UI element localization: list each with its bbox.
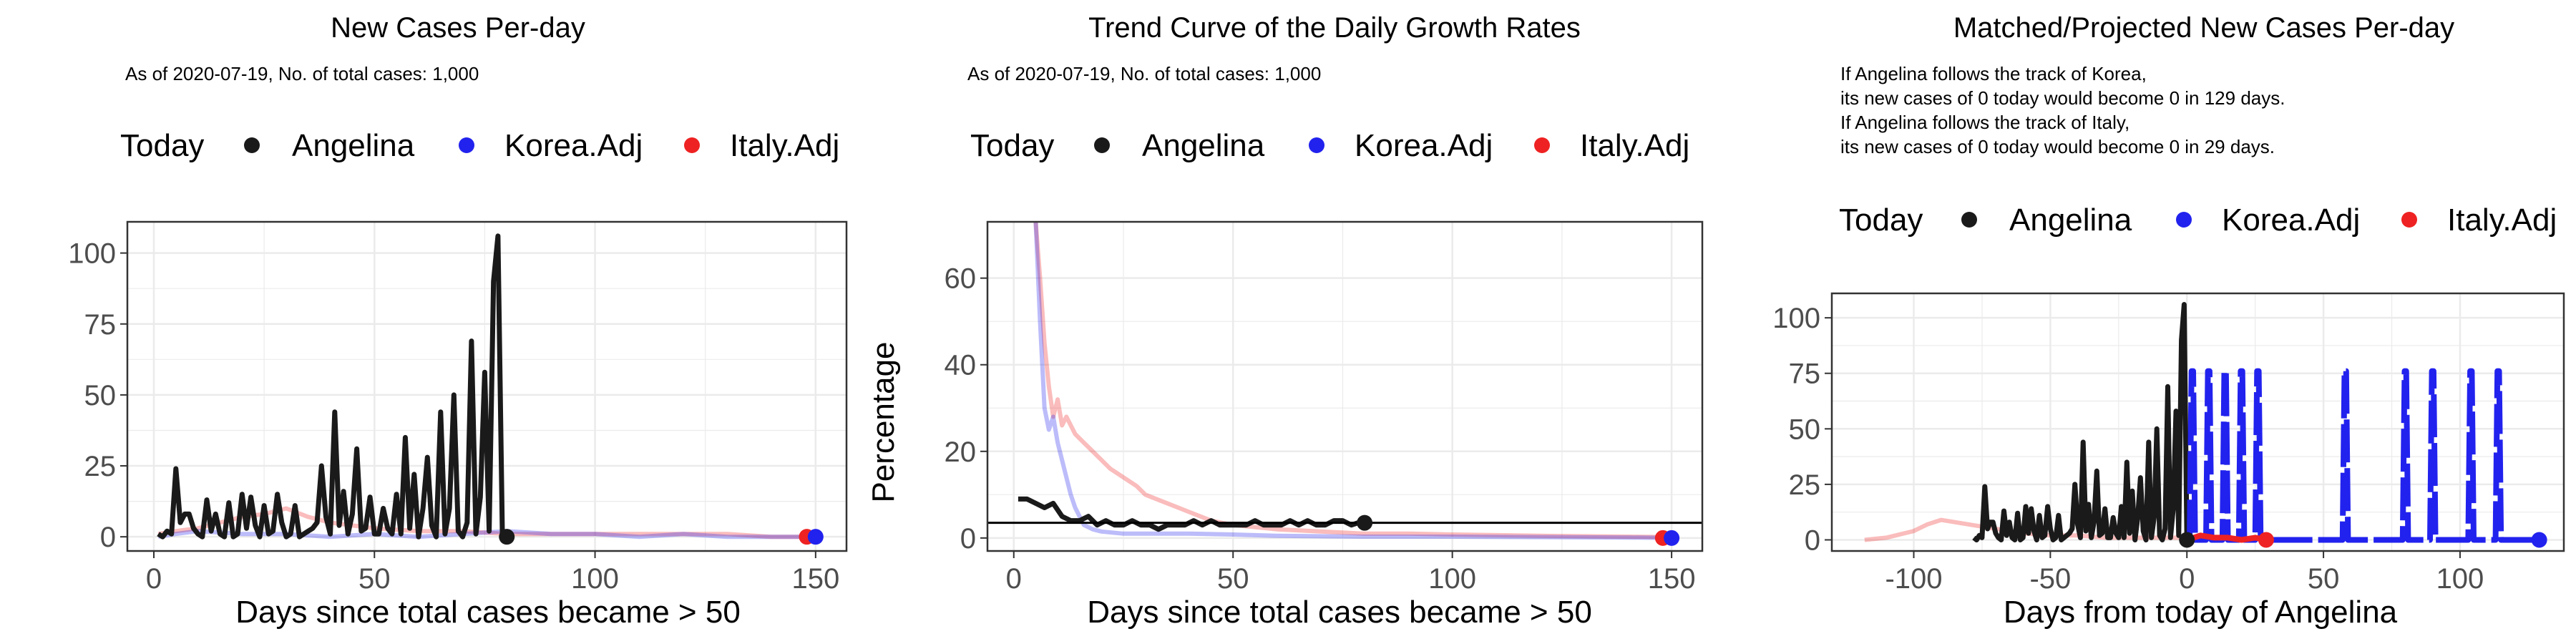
legend: Today Angelina Korea.Adj Italy.Adj [1839, 203, 2557, 238]
projection-note: its new cases of 0 today would become 0 … [1840, 136, 2275, 157]
panel-projected-cases: Matched/Projected New Cases Per-day If A… [1772, 12, 2565, 630]
plot-background [1832, 293, 2564, 551]
legend-key-italy [2401, 212, 2417, 228]
x-axis-label: Days from today of Angelina [2004, 595, 2398, 630]
y-tick-label: 50 [1789, 414, 1821, 445]
legend-label-korea: Korea.Adj [1355, 128, 1493, 163]
y-tick-label: 25 [1789, 469, 1821, 501]
legend-label-italy: Italy.Adj [1580, 128, 1689, 163]
y-tick-label: 60 [945, 263, 977, 295]
plot-background [987, 222, 1702, 551]
series-line-angelina [157, 233, 507, 540]
x-tick-label: 0 [1006, 563, 1022, 595]
plot-area: 0 50 100 150 0 25 50 75 100 [68, 220, 848, 595]
plot-border [986, 220, 1704, 552]
today-point-italy [2258, 532, 2274, 548]
y-tick-label: 25 [84, 451, 117, 482]
chart-title: New Cases Per-day [331, 12, 585, 44]
legend-title: Today [120, 128, 204, 163]
x-tick-label: 100 [1428, 563, 1476, 595]
legend-label-angelina: Angelina [1142, 128, 1265, 163]
projection-note: If Angelina follows the track of Italy, [1840, 112, 2129, 133]
x-axis-label: Days since total cases became > 50 [235, 595, 741, 630]
x-tick-label: 0 [146, 563, 162, 595]
projection-note: If Angelina follows the track of Korea, [1840, 63, 2147, 84]
legend-key-korea [459, 137, 474, 153]
x-tick-label: 0 [2179, 563, 2195, 595]
legend-key-korea [1309, 137, 1324, 153]
x-tick-label: 100 [571, 563, 619, 595]
x-tick-label: 50 [2308, 563, 2340, 595]
plot-series-group [1864, 302, 2540, 543]
y-tick-label: 0 [960, 523, 976, 555]
legend: Today Angelina Korea.Adj Italy.Adj [120, 128, 839, 163]
legend-label-italy: Italy.Adj [730, 128, 839, 163]
series-line-korea-projection [2187, 368, 2540, 543]
x-tick-label: 150 [1648, 563, 1696, 595]
today-point-angelina [2179, 532, 2195, 548]
projection-note: its new cases of 0 today would become 0 … [1840, 87, 2285, 109]
legend-key-italy [1534, 137, 1550, 153]
today-point-angelina [499, 529, 515, 545]
legend-label-italy: Italy.Adj [2447, 203, 2557, 238]
plot-area: -100 -50 0 50 100 0 25 50 75 100 [1772, 292, 2565, 595]
x-tick-label: 50 [358, 563, 391, 595]
legend-key-italy [684, 137, 700, 153]
plot-border [126, 220, 848, 552]
plot-series-group [157, 233, 816, 540]
series-line-angelina [1972, 302, 2190, 542]
chart-title: Trend Curve of the Daily Growth Rates [1088, 12, 1581, 44]
legend-title: Today [1839, 203, 1923, 238]
plot-area: 0 50 100 150 0 20 40 60 [945, 220, 1704, 595]
panel-growth-rates: Trend Curve of the Daily Growth Rates As… [866, 12, 1704, 630]
y-axis-label: Percentage [866, 341, 901, 502]
y-tick-label: 0 [1805, 525, 1820, 556]
projection-notes: If Angelina follows the track of Korea, … [1840, 63, 2285, 157]
y-tick-label: 100 [1772, 303, 1820, 334]
x-tick-label: -50 [2029, 563, 2071, 595]
chart-subtitle: As of 2020-07-19, No. of total cases: 1,… [967, 63, 1321, 84]
y-tick-label: 100 [68, 238, 116, 270]
legend-title: Today [970, 128, 1054, 163]
y-tick-label: 50 [84, 380, 117, 411]
x-axis-label: Days since total cases became > 50 [1087, 595, 1592, 630]
series-line-italy-projection [2185, 532, 2267, 543]
x-tick-label: 50 [1217, 563, 1249, 595]
x-tick-label: 100 [2436, 563, 2484, 595]
legend-key-korea [2176, 212, 2192, 228]
legend-label-angelina: Angelina [2009, 203, 2132, 238]
plot-border [1830, 292, 2565, 552]
legend: Today Angelina Korea.Adj Italy.Adj [970, 128, 1689, 163]
series-line-italy [1033, 222, 1672, 540]
y-tick-label: 40 [945, 350, 977, 381]
legend-label-korea: Korea.Adj [504, 128, 643, 163]
series-line-korea [1033, 222, 1672, 540]
today-point-korea [2531, 532, 2547, 548]
panel-new-cases: New Cases Per-day As of 2020-07-19, No. … [68, 12, 848, 630]
legend-key-angelina [1961, 212, 1977, 228]
x-tick-label: -100 [1885, 563, 1942, 595]
today-point-korea [807, 529, 824, 545]
today-point-angelina [1357, 514, 1373, 531]
chart-title: Matched/Projected New Cases Per-day [1953, 12, 2454, 44]
legend-label-korea: Korea.Adj [2222, 203, 2360, 238]
series-line-italy [157, 506, 816, 540]
legend-key-angelina [1094, 137, 1110, 153]
legend-key-angelina [244, 137, 260, 153]
y-tick-label: 0 [100, 522, 116, 553]
y-tick-label: 75 [1789, 358, 1821, 390]
x-tick-label: 150 [791, 563, 839, 595]
legend-label-angelina: Angelina [292, 128, 415, 163]
y-tick-label: 20 [945, 436, 977, 468]
chart-subtitle: As of 2020-07-19, No. of total cases: 1,… [125, 63, 479, 84]
y-tick-label: 75 [84, 309, 117, 341]
today-point-korea [1664, 530, 1680, 546]
